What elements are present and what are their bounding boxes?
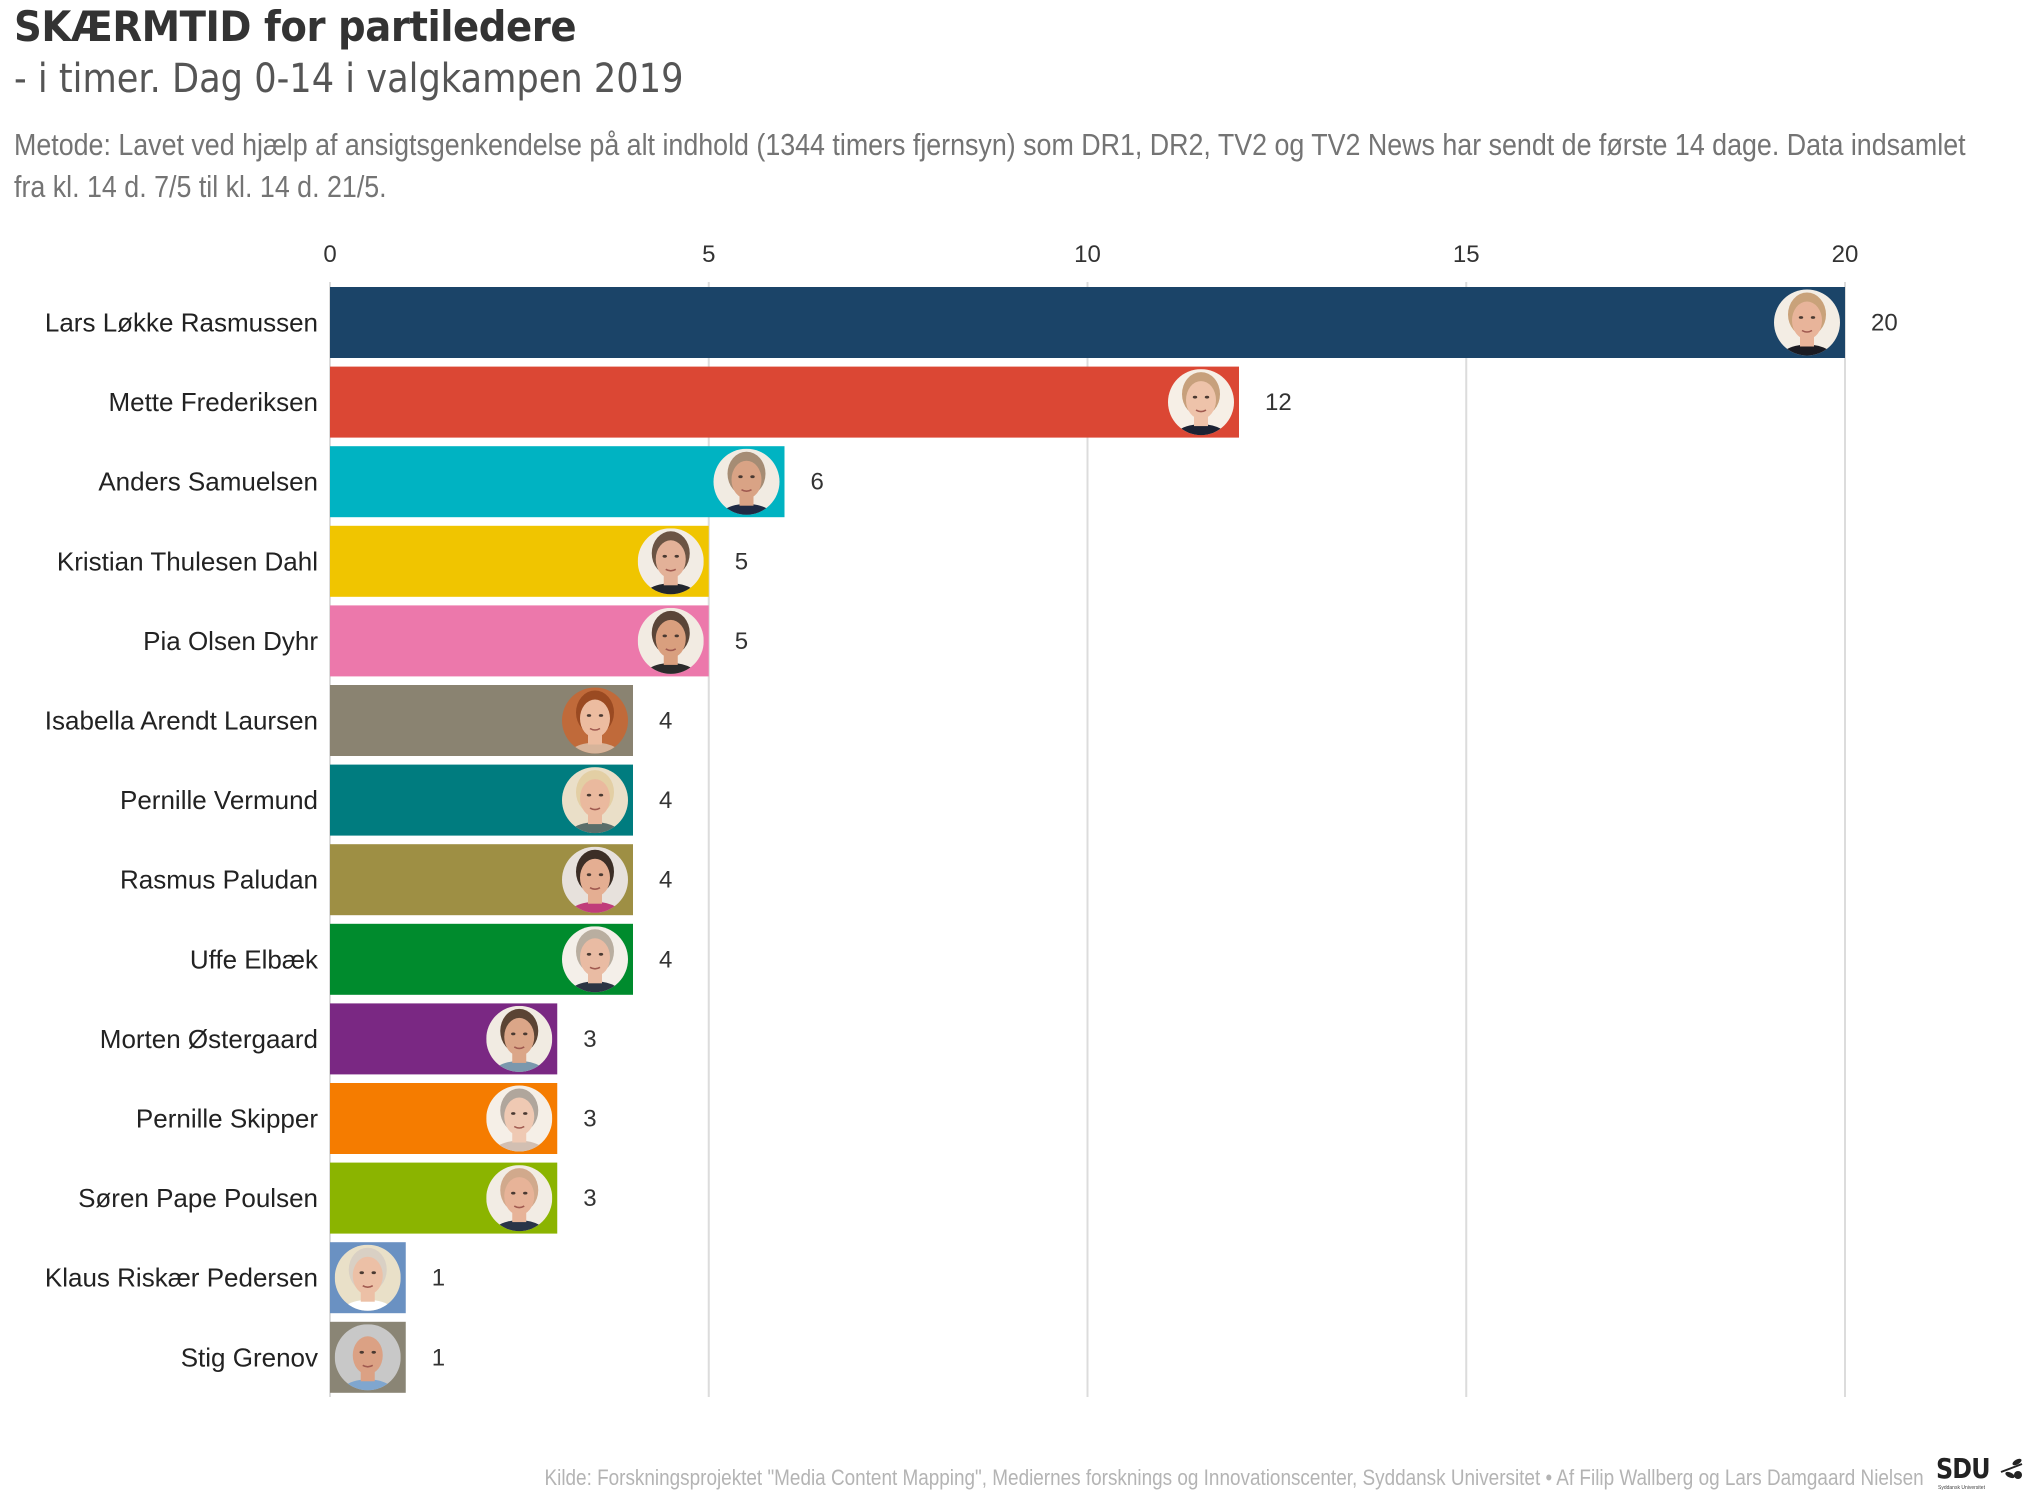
category-label: Rasmus Paludan — [120, 865, 318, 895]
value-label: 5 — [735, 548, 748, 575]
avatar-anders-samuelsen — [713, 448, 780, 515]
value-label: 20 — [1871, 310, 1898, 337]
category-label: Pernille Vermund — [120, 785, 318, 815]
category-label: Kristian Thulesen Dahl — [57, 546, 318, 576]
avatar-isabella-arendt-laursen — [562, 687, 628, 754]
avatar-lars-lokke-rasmussen — [1774, 289, 1840, 356]
value-label: 1 — [432, 1344, 445, 1371]
x-tick-label: 10 — [1074, 241, 1101, 268]
avatar-mette-frederiksen — [1168, 369, 1234, 436]
source-credit: Kilde: Forskningsprojektet "Media Conten… — [544, 1465, 1924, 1490]
category-label: Isabella Arendt Laursen — [45, 706, 318, 736]
bars — [330, 287, 1845, 1393]
x-tick-label: 20 — [1832, 241, 1859, 268]
value-label: 3 — [583, 1106, 596, 1133]
category-label: Pernille Skipper — [136, 1104, 318, 1134]
method-description: Metode: Lavet ved hjælp af ansigtsgenken… — [14, 127, 1966, 204]
category-label: Lars Løkke Rasmussen — [45, 308, 318, 338]
avatar-soren-pape-poulsen — [486, 1165, 553, 1232]
value-label: 4 — [659, 787, 672, 814]
value-label: 12 — [1265, 389, 1292, 416]
bar[interactable] — [330, 366, 1239, 438]
sdu-logo[interactable]: SDU Syddansk Universitet — [1936, 1452, 2026, 1500]
value-label: 3 — [583, 1026, 596, 1053]
avatar-uffe-elbaek — [562, 926, 628, 993]
avatar-stig-grenov — [334, 1324, 401, 1391]
bar[interactable] — [330, 287, 1845, 358]
category-label: Mette Frederiksen — [108, 387, 318, 417]
category-label: Klaus Riskær Pedersen — [45, 1263, 318, 1293]
value-label: 5 — [735, 628, 748, 655]
value-label: 6 — [811, 469, 824, 496]
category-labels: Lars Løkke Rasmussen Mette Frederiksen And… — [45, 308, 319, 1373]
olive-branch-icon — [2000, 1458, 2023, 1479]
category-label: Uffe Elbæk — [190, 944, 319, 974]
value-label: 4 — [659, 708, 672, 735]
x-tick-label: 15 — [1453, 241, 1480, 268]
category-label: Anders Samuelsen — [98, 467, 318, 497]
value-label: 4 — [659, 946, 672, 973]
bar[interactable] — [330, 446, 785, 518]
chart-title: SKÆRMTID for partiledere — [14, 2, 577, 51]
value-labels: 20 12 6 5 5 4 4 4 4 3 3 3 1 1 — [432, 310, 1898, 1372]
category-label: Søren Pape Poulsen — [78, 1183, 318, 1213]
category-label: Pia Olsen Dyhr — [143, 626, 318, 656]
x-axis: 0 5 10 15 20 — [323, 241, 1858, 268]
category-label: Morten Østergaard — [100, 1024, 318, 1054]
category-label: Stig Grenov — [181, 1342, 318, 1372]
value-label: 3 — [583, 1185, 596, 1212]
chart-subtitle: - i timer. Dag 0-14 i valgkampen 2019 — [14, 56, 684, 102]
sdu-logo-subtitle: Syddansk Universitet — [1938, 1485, 1985, 1491]
sdu-logo-text: SDU — [1936, 1452, 1991, 1485]
value-label: 1 — [432, 1265, 445, 1292]
value-label: 4 — [659, 867, 672, 894]
x-tick-label: 0 — [323, 241, 336, 268]
x-tick-label: 5 — [702, 241, 715, 268]
avatar-pia-olsen-dyhr — [637, 607, 704, 674]
